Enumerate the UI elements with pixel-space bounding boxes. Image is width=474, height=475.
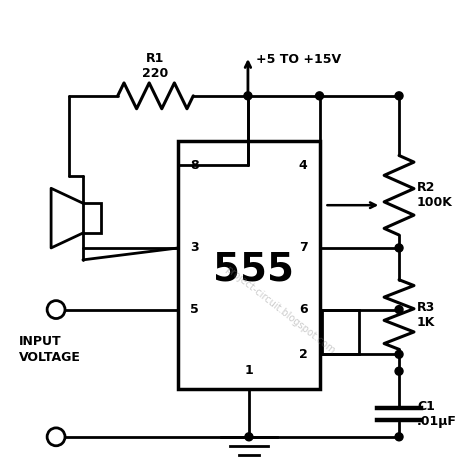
Text: R2
100K: R2 100K: [417, 181, 453, 209]
Text: 4: 4: [299, 159, 308, 172]
Circle shape: [395, 367, 403, 375]
Text: 1: 1: [245, 364, 253, 377]
Text: C1
.01μF: C1 .01μF: [417, 400, 457, 428]
Circle shape: [395, 92, 403, 100]
Text: 7: 7: [299, 241, 308, 255]
Circle shape: [395, 305, 403, 314]
Circle shape: [395, 433, 403, 441]
Circle shape: [316, 92, 323, 100]
Bar: [178, 141, 319, 389]
Bar: [321, 310, 359, 354]
Text: project-circuit.blogspot.com: project-circuit.blogspot.com: [223, 264, 337, 355]
Text: +5 TO +15V: +5 TO +15V: [256, 53, 341, 66]
Text: R1
220: R1 220: [142, 52, 169, 80]
Text: 8: 8: [190, 159, 199, 172]
Text: 2: 2: [299, 348, 308, 361]
Bar: [83, 203, 101, 233]
Circle shape: [395, 351, 403, 358]
Text: INPUT
VOLTAGE: INPUT VOLTAGE: [19, 335, 81, 364]
Text: 3: 3: [190, 241, 199, 255]
Text: 555: 555: [213, 251, 294, 289]
Circle shape: [244, 92, 252, 100]
Text: 6: 6: [299, 303, 308, 316]
Circle shape: [395, 244, 403, 252]
Circle shape: [245, 433, 253, 441]
Text: 5: 5: [190, 303, 199, 316]
Text: R3
1K: R3 1K: [417, 301, 435, 329]
